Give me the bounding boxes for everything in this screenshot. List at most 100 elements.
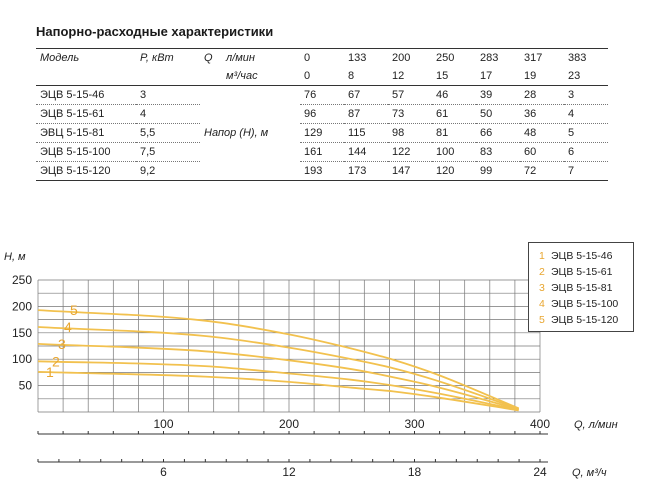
- legend-label: ЭЦВ 5-15-100: [551, 298, 619, 310]
- head-cell: 48: [520, 123, 564, 143]
- x-tick-label: 100: [153, 417, 173, 431]
- series-line: [37, 326, 519, 410]
- flow-lmin-0: 0: [300, 48, 344, 67]
- x2-tick-label: 18: [408, 465, 422, 479]
- head-cell: 161: [300, 142, 344, 162]
- series-number-label: 2: [52, 353, 60, 369]
- flow-m3h-2: 12: [388, 67, 432, 86]
- y-tick-label: 50: [19, 379, 33, 393]
- series-number-label: 5: [70, 302, 78, 318]
- head-cell: 66: [476, 123, 520, 143]
- flow-m3h-1: 8: [344, 67, 388, 86]
- head-cell: 7: [564, 161, 608, 181]
- spec-table: Модель P, кВт Q л/мин 0 133 200 250 283 …: [36, 48, 608, 181]
- head-label: Напор (H), м: [204, 127, 269, 139]
- head-cell: 83: [476, 142, 520, 162]
- head-cell: 60: [520, 142, 564, 162]
- legend-number: 3: [539, 282, 545, 294]
- series-number-label: 1: [46, 364, 54, 380]
- legend-item: 5 ЭЦВ 5-15-120: [539, 313, 618, 327]
- head-cell: 87: [344, 104, 388, 124]
- flow-lmin-5: 317: [520, 48, 564, 67]
- head-cell: 72: [520, 161, 564, 181]
- series-line: [37, 360, 519, 411]
- legend-item: 3 ЭЦВ 5-15-81: [539, 281, 612, 295]
- head-cell: 39: [476, 85, 520, 105]
- table-header-row-1: Модель P, кВт Q л/мин 0 133 200 250 283 …: [36, 48, 608, 67]
- legend-label: ЭЦВ 5-15-61: [551, 266, 613, 278]
- x2-axis-label: Q, м³/ч: [572, 467, 607, 479]
- head-cell: 61: [432, 104, 476, 124]
- legend-label: ЭЦВ 5-15-120: [551, 314, 619, 326]
- legend-number: 4: [539, 298, 545, 310]
- x2-tick-label: 24: [533, 465, 547, 479]
- model-cell: ЭЦВ 5-15-120: [36, 161, 136, 181]
- model-cell: ЭВЦ 5-15-81: [36, 123, 136, 143]
- head-cell: 4: [564, 104, 608, 124]
- legend-number: 5: [539, 314, 545, 326]
- legend-item: 4 ЭЦВ 5-15-100: [539, 297, 618, 311]
- power-cell: 4: [136, 104, 200, 124]
- y-tick-label: 250: [12, 273, 32, 287]
- flow-lmin-2: 200: [388, 48, 432, 67]
- legend-label: ЭЦВ 5-15-81: [551, 282, 613, 294]
- head-cell: 5: [564, 123, 608, 143]
- flow-lmin-3: 250: [432, 48, 476, 67]
- power-cell: 3: [136, 85, 200, 105]
- flow-lmin-6: 383: [564, 48, 608, 67]
- power-header: P, кВт: [136, 48, 200, 67]
- head-cell: 115: [344, 123, 388, 143]
- power-cell: 9,2: [136, 161, 200, 181]
- table-row: ЭЦВ 5-15-61 4 96 87 73 61 50 36 4: [36, 104, 608, 124]
- head-cell: 28: [520, 85, 564, 105]
- flow-m3h-6: 23: [564, 67, 608, 86]
- power-cell: 5,5: [136, 123, 200, 143]
- head-cell: 100: [432, 142, 476, 162]
- y-tick-label: 100: [12, 352, 32, 366]
- head-cell: 147: [388, 161, 432, 181]
- model-cell: ЭЦВ 5-15-61: [36, 104, 136, 124]
- head-cell: 76: [300, 85, 344, 105]
- flow-m3h-0: 0: [300, 67, 344, 86]
- legend-item: 2 ЭЦВ 5-15-61: [539, 265, 612, 279]
- power-cell: 7,5: [136, 142, 200, 162]
- q-header: Q: [200, 48, 222, 67]
- table-row: ЭЦВ 5-15-120 9,2 193 173 147 120 99 72 7: [36, 161, 608, 181]
- page-title: Напорно-расходные характеристики: [36, 24, 274, 39]
- head-cell: 120: [432, 161, 476, 181]
- head-cell: 3: [564, 85, 608, 105]
- head-cell: 67: [344, 85, 388, 105]
- legend-label: ЭЦВ 5-15-46: [551, 250, 613, 262]
- table-row: ЭЦВ 5-15-100 7,5 161 144 122 100 83 60 6: [36, 142, 608, 162]
- head-cell: 50: [476, 104, 520, 124]
- legend-number: 2: [539, 266, 545, 278]
- series-line: [37, 309, 520, 410]
- head-flow-chart: H, м 50 100 150 200 250 100 200 300 400 Q, л/мин 6 1…: [4, 251, 618, 479]
- series-number-label: 3: [58, 336, 66, 352]
- head-cell: 57: [388, 85, 432, 105]
- flow-m3h-5: 19: [520, 67, 564, 86]
- table-header-row-2: м³/час 0 8 12 15 17 19 23: [36, 67, 608, 86]
- flow-m3h-4: 17: [476, 67, 520, 86]
- head-cell: 193: [300, 161, 344, 181]
- x2-tick-label: 12: [282, 465, 296, 479]
- head-cell: 129: [300, 123, 344, 143]
- legend-number: 1: [539, 250, 545, 262]
- y-axis-label: H, м: [4, 251, 26, 263]
- series-line: [37, 371, 519, 412]
- head-cell: 173: [344, 161, 388, 181]
- y-tick-label: 150: [12, 326, 32, 340]
- flow-lmin-1: 133: [344, 48, 388, 67]
- head-cell: 122: [388, 142, 432, 162]
- x2-tick-label: 6: [160, 465, 167, 479]
- x-tick-label: 200: [279, 417, 299, 431]
- head-cell: 81: [432, 123, 476, 143]
- head-cell: 99: [476, 161, 520, 181]
- x-tick-label: 300: [404, 417, 424, 431]
- head-cell: 96: [300, 104, 344, 124]
- head-cell: 46: [432, 85, 476, 105]
- table-row: ЭЦВ 5-15-46 3 76 67 57 46 39 28 3: [36, 85, 608, 105]
- unit-m3h: м³/час: [222, 67, 300, 86]
- legend-item: 1 ЭЦВ 5-15-46: [539, 249, 612, 263]
- head-cell: 73: [388, 104, 432, 124]
